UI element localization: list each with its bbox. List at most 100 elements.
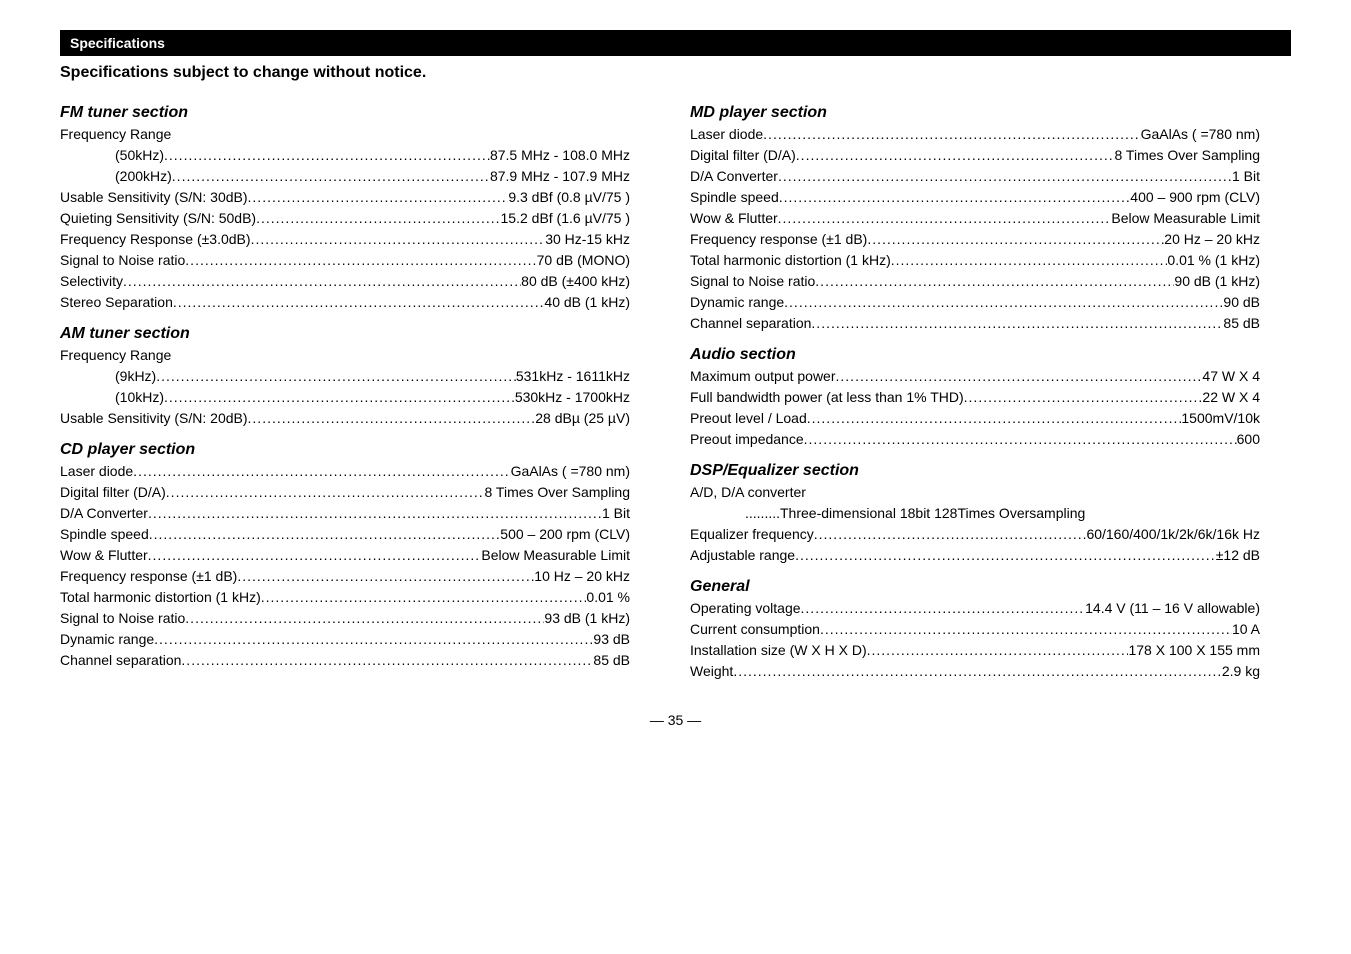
leader-dots <box>156 366 516 387</box>
right-column: MD player sectionLaser diodeGaAlAs ( =78… <box>690 92 1260 682</box>
spec-line: (50kHz)87.5 MHz - 108.0 MHz <box>60 145 630 166</box>
spec-value: 80 dB (±400 kHz) <box>521 271 630 292</box>
spec-label: (200kHz) <box>60 166 172 187</box>
leader-dots <box>154 629 593 650</box>
spec-label: Spindle speed <box>690 187 779 208</box>
section-title: FM tuner section <box>60 104 630 122</box>
spec-label: Operating voltage <box>690 598 801 619</box>
spec-line: Laser diodeGaAlAs ( =780 nm) <box>690 124 1260 145</box>
spec-line: Installation size (W X H X D)178 X 100 X… <box>690 640 1260 661</box>
spec-label: Signal to Noise ratio <box>690 271 815 292</box>
leader-dots <box>185 608 544 629</box>
spec-label: Full bandwidth power (at less than 1% TH… <box>690 387 964 408</box>
spec-line: Operating voltage14.4 V (11 – 16 V allow… <box>690 598 1260 619</box>
leader-dots <box>779 187 1131 208</box>
spec-value: ±12 dB <box>1216 545 1260 566</box>
leader-dots <box>811 313 1223 334</box>
spec-line: .........Three-dimensional 18bit 128Time… <box>690 503 1260 524</box>
section-title: Audio section <box>690 346 1260 364</box>
spec-value: 9.3 dBf (0.8 µV/75 ) <box>508 187 630 208</box>
spec-value: 87.5 MHz - 108.0 MHz <box>490 145 630 166</box>
spec-line: Total harmonic distortion (1 kHz)0.01 % <box>60 587 630 608</box>
spec-value: 8 Times Over Sampling <box>1115 145 1261 166</box>
spec-line: Usable Sensitivity (S/N: 20dB)28 dBµ (25… <box>60 408 630 429</box>
spec-line: Preout level / Load1500mV/10k <box>690 408 1260 429</box>
leader-dots <box>237 566 534 587</box>
spec-line: Frequency response (±1 dB) 10 Hz – 20 kHz <box>60 566 630 587</box>
leader-dots <box>784 292 1223 313</box>
leader-dots <box>181 650 593 671</box>
spec-label: Current consumption <box>690 619 820 640</box>
leader-dots <box>185 250 536 271</box>
leader-dots <box>248 187 509 208</box>
spec-value: Below Measurable Limit <box>1111 208 1260 229</box>
spec-value: 1 Bit <box>1232 166 1260 187</box>
spec-line: Laser diodeGaAlAs ( =780 nm) <box>60 461 630 482</box>
spec-value: 0.01 % (1 kHz) <box>1167 250 1260 271</box>
section-title: General <box>690 578 1260 596</box>
spec-label: Total harmonic distortion (1 kHz) <box>60 587 261 608</box>
spec-value: 90 dB <box>1223 292 1260 313</box>
leader-dots <box>149 524 501 545</box>
spec-value: 20 Hz – 20 kHz <box>1164 229 1260 250</box>
leader-dots <box>964 387 1203 408</box>
spec-line: Wow & Flutter Below Measurable Limit <box>690 208 1260 229</box>
spec-label: (10kHz) <box>60 387 164 408</box>
leader-dots <box>778 208 1112 229</box>
leader-dots <box>778 166 1232 187</box>
leader-dots <box>795 545 1216 566</box>
spec-label: Preout impedance <box>690 429 804 450</box>
columns: FM tuner sectionFrequency Range(50kHz)87… <box>60 92 1291 682</box>
spec-label: Frequency Range <box>60 345 171 366</box>
spec-value: 10 A <box>1232 619 1260 640</box>
spec-label: Dynamic range <box>690 292 784 313</box>
spec-line: Signal to Noise ratio93 dB (1 kHz) <box>60 608 630 629</box>
leader-dots <box>123 271 521 292</box>
spec-label: Frequency response (±1 dB) <box>690 229 867 250</box>
spec-value: 178 X 100 X 155 mm <box>1128 640 1260 661</box>
spec-value: 10 Hz – 20 kHz <box>534 566 630 587</box>
spec-line: Digital filter (D/A)8 Times Over Samplin… <box>60 482 630 503</box>
spec-line: (10kHz) 530kHz - 1700kHz <box>60 387 630 408</box>
leader-dots <box>148 545 482 566</box>
spec-label: Wow & Flutter <box>690 208 778 229</box>
spec-label: D/A Converter <box>690 166 778 187</box>
spec-line: Wow & Flutter Below Measurable Limit <box>60 545 630 566</box>
spec-label: Preout level / Load <box>690 408 807 429</box>
spec-line: D/A Converter 1 Bit <box>60 503 630 524</box>
spec-line: A/D, D/A converter <box>690 482 1260 503</box>
spec-value: 530kHz - 1700kHz <box>515 387 630 408</box>
spec-line: Signal to Noise ratio90 dB (1 kHz) <box>690 271 1260 292</box>
spec-line: Dynamic range 90 dB <box>690 292 1260 313</box>
spec-line: Channel separation85 dB <box>60 650 630 671</box>
spec-line: Total harmonic distortion (1 kHz)0.01 % … <box>690 250 1260 271</box>
spec-value: 1 Bit <box>602 503 630 524</box>
spec-value: 93 dB <box>593 629 630 650</box>
section-title: CD player section <box>60 441 630 459</box>
leader-dots <box>261 587 587 608</box>
spec-label: Channel separation <box>690 313 811 334</box>
leader-dots <box>172 166 490 187</box>
spec-label: Channel separation <box>60 650 181 671</box>
spec-label: Adjustable range <box>690 545 795 566</box>
spec-label: Selectivity <box>60 271 123 292</box>
spec-value: 87.9 MHz - 107.9 MHz <box>490 166 630 187</box>
spec-label: Frequency Range <box>60 124 171 145</box>
spec-label: Weight <box>690 661 733 682</box>
spec-label: Wow & Flutter <box>60 545 148 566</box>
page-footer: — 35 — <box>60 712 1291 728</box>
spec-value: Below Measurable Limit <box>481 545 630 566</box>
spec-label: Maximum output power <box>690 366 836 387</box>
spec-label: Frequency response (±1 dB) <box>60 566 237 587</box>
spec-label: D/A Converter <box>60 503 148 524</box>
spec-line: Frequency response (±1 dB) 20 Hz – 20 kHz <box>690 229 1260 250</box>
spec-label: Signal to Noise ratio <box>60 250 185 271</box>
spec-label: Stereo Separation <box>60 292 173 313</box>
spec-value: 500 – 200 rpm (CLV) <box>500 524 630 545</box>
spec-line: Digital filter (D/A)8 Times Over Samplin… <box>690 145 1260 166</box>
section-title: DSP/Equalizer section <box>690 462 1260 480</box>
leader-dots <box>804 429 1237 450</box>
spec-line: Frequency Response (±3.0dB)30 Hz-15 kHz <box>60 229 630 250</box>
spec-value: 47 W X 4 <box>1202 366 1260 387</box>
spec-line: D/A Converter 1 Bit <box>690 166 1260 187</box>
